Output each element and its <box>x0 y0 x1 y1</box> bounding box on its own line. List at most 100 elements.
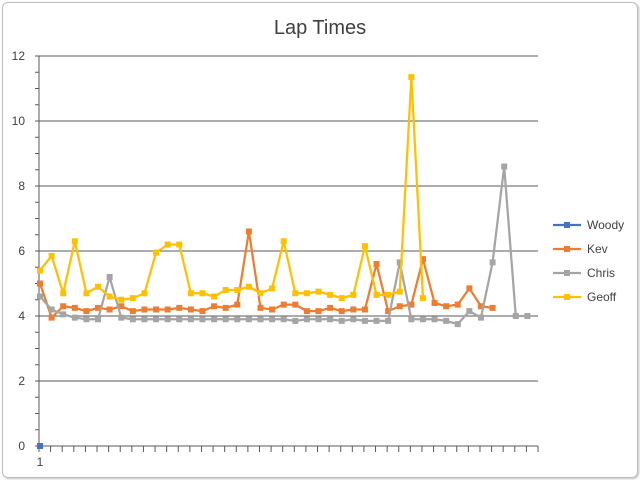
data-point <box>129 316 136 323</box>
data-point <box>83 316 90 323</box>
data-point <box>199 308 206 315</box>
data-point <box>477 303 484 310</box>
data-point <box>396 288 403 295</box>
data-point <box>71 238 78 245</box>
data-point <box>141 306 148 313</box>
data-point <box>419 256 426 263</box>
data-point <box>234 316 241 323</box>
data-point <box>280 316 287 323</box>
data-point <box>477 314 484 321</box>
data-point <box>350 306 357 313</box>
data-point <box>164 306 171 313</box>
data-point <box>303 290 310 297</box>
data-point <box>211 303 218 310</box>
data-point <box>211 316 218 323</box>
data-point <box>350 316 357 323</box>
y-tick-label: 4 <box>18 309 25 323</box>
data-point <box>153 306 160 313</box>
data-point <box>361 243 368 250</box>
data-point <box>338 295 345 302</box>
data-point <box>315 308 322 315</box>
data-point <box>338 308 345 315</box>
legend-label: Geoff <box>587 290 617 304</box>
data-point <box>48 314 55 321</box>
legend-label: Chris <box>587 266 615 280</box>
series-lines <box>37 74 531 449</box>
chart-title: Lap Times <box>274 17 366 39</box>
data-point <box>234 301 241 308</box>
data-point <box>443 317 450 324</box>
data-point <box>269 285 276 292</box>
data-point <box>419 295 426 302</box>
data-point <box>292 301 299 308</box>
legend-marker <box>564 294 570 300</box>
data-point <box>60 290 67 297</box>
data-point <box>141 290 148 297</box>
data-point <box>95 304 102 311</box>
data-point <box>373 291 380 298</box>
data-point <box>408 301 415 308</box>
data-point <box>60 303 67 310</box>
data-point <box>361 317 368 324</box>
data-point <box>303 316 310 323</box>
data-point <box>95 283 102 290</box>
data-point <box>292 317 299 324</box>
data-point <box>501 163 508 170</box>
y-tick-label: 2 <box>18 374 25 388</box>
data-point <box>245 228 252 235</box>
data-point <box>489 259 496 266</box>
data-point <box>408 74 415 81</box>
data-point <box>129 308 136 315</box>
data-point <box>222 287 229 293</box>
legend: Woody Kev Chris Geoff <box>553 218 624 304</box>
data-point <box>524 313 531 319</box>
data-point <box>373 261 380 267</box>
data-point <box>245 316 252 323</box>
y-tick-label: 10 <box>12 114 26 128</box>
data-point <box>37 443 43 449</box>
data-point <box>466 285 473 292</box>
data-point <box>187 316 194 323</box>
data-point <box>303 308 310 315</box>
series-geoff <box>37 74 426 303</box>
data-point <box>361 306 368 313</box>
data-point <box>106 274 113 280</box>
series-woody <box>37 443 43 449</box>
data-point <box>385 308 392 315</box>
data-point <box>141 316 148 323</box>
data-point <box>373 317 380 324</box>
data-point <box>95 316 102 323</box>
legend-marker <box>564 246 570 252</box>
y-tick-label: 0 <box>18 439 25 453</box>
data-point <box>153 249 160 256</box>
data-point <box>48 252 55 259</box>
data-point <box>327 316 334 323</box>
data-point <box>199 316 206 323</box>
data-point <box>60 311 67 318</box>
data-point <box>176 241 183 248</box>
data-point <box>153 316 160 323</box>
data-point <box>71 304 78 311</box>
data-point <box>327 304 334 311</box>
data-point <box>222 304 229 311</box>
gridlines <box>39 55 538 382</box>
data-point <box>118 296 125 303</box>
data-point <box>489 304 496 311</box>
data-point <box>338 317 345 324</box>
data-point <box>118 303 125 310</box>
data-point <box>176 304 183 311</box>
legend-label: Kev <box>587 242 608 256</box>
data-point <box>83 290 90 297</box>
data-point <box>454 321 461 328</box>
data-point <box>48 306 55 313</box>
data-point <box>431 316 438 323</box>
x-tick-label: 1 <box>37 455 44 469</box>
data-point <box>466 308 473 315</box>
data-point <box>385 291 392 298</box>
data-point <box>350 291 357 298</box>
data-point <box>280 301 287 308</box>
data-point <box>71 314 78 321</box>
data-point <box>199 290 206 297</box>
data-point <box>419 316 426 323</box>
